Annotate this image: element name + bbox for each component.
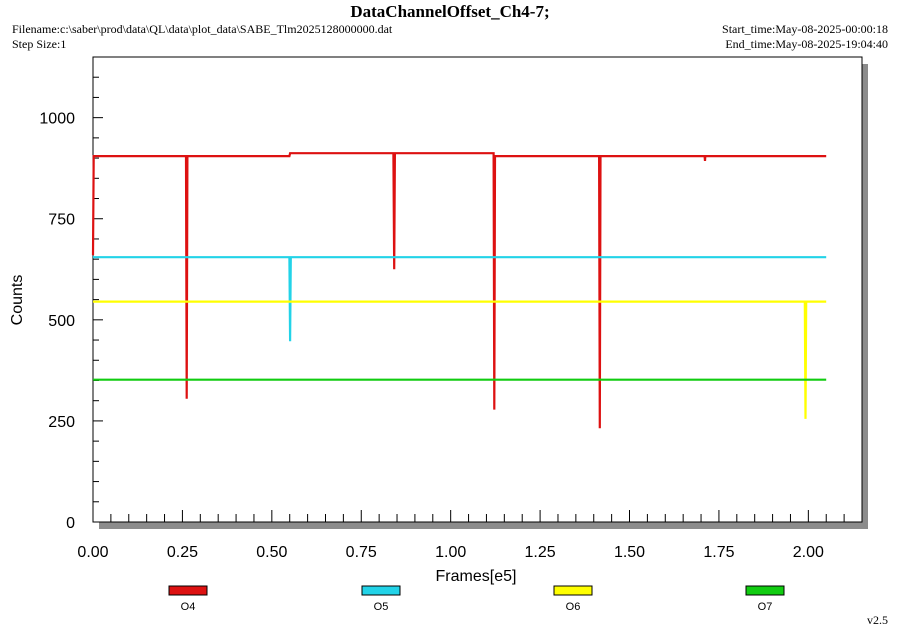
y-axis-title: Counts: [9, 275, 26, 326]
x-tick-label: 0.00: [77, 544, 108, 561]
filename-text: Filename:c:\saber\prod\data\QL\data\plot…: [12, 22, 393, 36]
x-tick-label: 1.00: [435, 544, 466, 561]
y-tick-label: 750: [48, 212, 75, 229]
series-line-o6: [93, 300, 827, 419]
y-tick-label: 1000: [39, 111, 75, 128]
legend-label-o4: O4: [181, 601, 196, 613]
chart-title: DataChannelOffset_Ch4-7;: [350, 2, 550, 21]
start-time-text: Start_time:May-08-2025-00:00:18: [722, 22, 888, 36]
step-size-text: Step Size:1: [12, 37, 67, 51]
series-lines: [91, 152, 827, 429]
x-tick-label: 0.25: [167, 544, 198, 561]
x-tick-label: 1.25: [525, 544, 556, 561]
y-tick-label: 250: [48, 414, 75, 431]
x-tick-label: 0.75: [346, 544, 377, 561]
legend: O4 O5 O6 O7: [168, 585, 785, 613]
legend-label-o6: O6: [566, 601, 581, 613]
x-tick-label: 0.50: [256, 544, 287, 561]
plot-area: [92, 56, 863, 523]
legend-swatch-o4: [168, 585, 208, 596]
plot-frame: [92, 56, 868, 529]
series-line-o5: [93, 256, 827, 342]
legend-swatch-o7: [745, 585, 785, 596]
legend-label-o5: O5: [374, 601, 389, 613]
version-label: v2.5: [867, 613, 888, 627]
y-tick-label: 500: [48, 313, 75, 330]
axis-ticks: [92, 56, 863, 523]
y-tick-label: 0: [66, 515, 75, 532]
legend-swatch-o6: [553, 585, 593, 596]
end-time-text: End_time:May-08-2025-19:04:40: [725, 37, 888, 51]
series-line-o4: [91, 152, 827, 429]
x-tick-label: 1.75: [703, 544, 734, 561]
legend-label-o7: O7: [758, 601, 773, 613]
x-tick-label: 2.00: [793, 544, 824, 561]
x-axis-title: Frames[e5]: [436, 568, 517, 585]
tick-labels: 0.00 0.25 0.50 0.75 1.00 1.25 1.50 1.75 2.00 0 250…: [39, 111, 824, 561]
legend-swatch-o5: [361, 585, 401, 596]
x-tick-label: 1.50: [614, 544, 645, 561]
